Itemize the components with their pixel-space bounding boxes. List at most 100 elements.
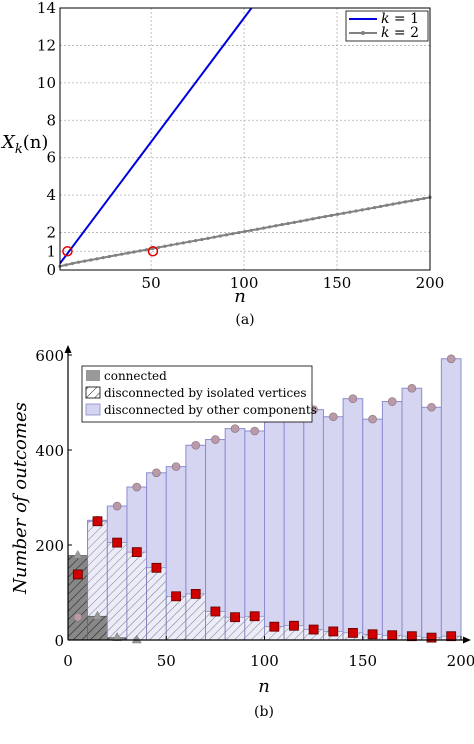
b-marker-other	[328, 412, 338, 422]
a-k2-marker	[218, 234, 222, 238]
a-k2-marker	[89, 258, 93, 262]
a-k2-marker	[150, 246, 155, 251]
a-k2-marker	[138, 249, 142, 253]
b-bar-other	[342, 398, 364, 641]
b-marker-isolated	[151, 562, 162, 573]
b-bar-other	[381, 401, 403, 641]
a-k2-marker	[144, 248, 148, 252]
panel-a-caption: (a)	[235, 312, 254, 328]
b-x-arrow	[463, 636, 471, 644]
legend-k2-marker	[361, 31, 365, 35]
b-marker-other	[152, 468, 161, 478]
b-marker-isolated	[190, 589, 201, 599]
b-marker-isolated	[112, 537, 123, 548]
panel-a-legend-box	[345, 10, 429, 42]
a-k2-marker	[360, 208, 364, 212]
b-marker-isolated	[92, 516, 103, 527]
b-bar-other	[264, 416, 285, 641]
panel-a-legend: k = 1 k = 2	[345, 10, 429, 42]
a-xtick-100: 100	[230, 274, 259, 292]
a-k2-marker	[120, 252, 124, 256]
a-k2-marker	[175, 242, 179, 246]
b-marker-isolated	[446, 631, 457, 642]
a-k2-marker	[298, 219, 303, 223]
b-ytick-0: 0	[54, 632, 64, 650]
a-k2-marker	[261, 226, 266, 230]
panel-b-bars	[67, 358, 462, 641]
b-marker-other	[427, 402, 436, 412]
a-xtick-150: 150	[323, 274, 352, 292]
a-k2-marker	[280, 222, 284, 227]
b-bar-connected	[87, 615, 108, 641]
b-marker-other	[407, 383, 417, 393]
a-ytick-1: 1	[46, 242, 56, 260]
b-marker-other	[250, 426, 259, 436]
a-k2-marker	[249, 228, 253, 232]
panel-a-series	[58, 7, 432, 268]
a-ytick-14: 14	[37, 0, 56, 17]
b-bar-other	[303, 409, 324, 641]
a-k2-marker	[76, 260, 81, 264]
a-k2-marker	[200, 237, 204, 242]
b-marker-other	[368, 414, 377, 424]
b-marker-connected	[72, 549, 83, 559]
b-bar-other	[244, 430, 266, 641]
b-marker-isolated	[348, 627, 358, 638]
a-k2-marker	[397, 201, 401, 205]
a-k2-marker	[206, 236, 210, 240]
legend-other-swatch	[85, 403, 101, 416]
b-marker-connected	[112, 632, 123, 641]
a-k2-marker	[348, 210, 352, 214]
b-marker-other	[446, 354, 456, 364]
legend-connected-label: connected	[104, 369, 167, 383]
b-marker-isolated	[308, 624, 319, 635]
a-k2-marker	[64, 263, 68, 267]
panel-a-xlabel: n	[234, 286, 246, 307]
a-ytick-0: 0	[46, 261, 56, 279]
b-bar-isolated	[165, 595, 187, 641]
b-marker-connected	[92, 610, 103, 620]
panel-b-axes: 0 50 100 150 200 0 200 400 600	[35, 345, 474, 670]
a-k2-marker	[224, 233, 229, 237]
panel-b-legend-box	[81, 365, 313, 423]
a-k2-marker	[181, 241, 185, 245]
b-marker-isolated	[131, 547, 142, 558]
a-k2-marker	[107, 254, 111, 259]
b-bar-other	[322, 416, 344, 641]
a-k2-marker	[113, 253, 118, 257]
a-k2-marker	[317, 216, 321, 220]
a-k2-marker	[354, 209, 358, 213]
panel-a-frame	[59, 7, 431, 271]
b-marker-other	[387, 397, 397, 406]
a-k2-marker	[237, 230, 241, 235]
b-marker-isolated	[426, 632, 437, 643]
a-k2-marker	[335, 212, 340, 216]
a-k2-marker	[274, 224, 278, 228]
a-k2-marker	[305, 218, 309, 222]
a-k2-marker	[391, 202, 395, 206]
a-xtick-200: 200	[416, 274, 445, 292]
a-k2-marker	[366, 207, 370, 211]
b-bar-connected	[67, 555, 88, 641]
a-k2-marker	[212, 235, 216, 239]
b-bar-other	[362, 418, 383, 641]
b-marker-isolated	[210, 606, 221, 617]
a-red-circle-0	[62, 246, 73, 257]
b-marker-other	[211, 435, 220, 444]
b-xtick-200: 200	[447, 652, 474, 670]
b-bar-isolated	[185, 593, 206, 641]
b-marker-isolated	[230, 612, 240, 623]
a-k2-marker	[132, 250, 136, 254]
b-bar-other	[401, 387, 423, 641]
a-k2-marker	[187, 240, 192, 244]
a-k2-marker	[409, 199, 414, 203]
b-marker-connected	[131, 634, 142, 644]
a-k2-marker	[157, 245, 161, 250]
b-marker-isolated	[171, 591, 181, 602]
a-k2-marker	[83, 259, 87, 263]
b-xtick-100: 100	[250, 652, 279, 670]
b-bar-other	[224, 428, 246, 641]
b-ytick-200: 200	[35, 537, 64, 555]
